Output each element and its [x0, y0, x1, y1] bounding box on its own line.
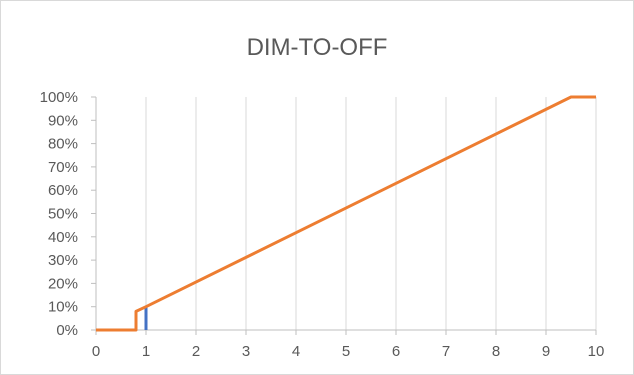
- y-tick-label: 0%: [56, 322, 78, 339]
- x-tick-label: 7: [442, 343, 450, 360]
- y-tick-label: 40%: [48, 229, 78, 246]
- series-line-2: [96, 95, 596, 332]
- y-tick-label: 30%: [48, 252, 78, 269]
- x-tick-label: 4: [292, 343, 300, 360]
- y-tick-label: 50%: [48, 206, 78, 223]
- y-tick-label: 20%: [48, 275, 78, 292]
- chart-title: DIM-TO-OFF: [246, 34, 388, 61]
- series-lines: [96, 95, 596, 332]
- grid-lines: [145, 97, 597, 330]
- y-tick-label: 60%: [48, 182, 78, 199]
- y-tick-label: 100%: [40, 89, 78, 106]
- x-tick-label: 9: [542, 343, 550, 360]
- y-tick-label: 90%: [48, 112, 78, 129]
- tick-labels: 0% 10% 20% 30% 40% 50% 60% 70% 80% 90% 100% 0 1 2 3 4 5 6…: [40, 89, 605, 360]
- x-tick-label: 10: [588, 343, 605, 360]
- x-tick-label: 0: [92, 343, 100, 360]
- y-tick-label: 70%: [48, 159, 78, 176]
- x-tick-label: 3: [242, 343, 250, 360]
- y-tick-label: 10%: [48, 299, 78, 316]
- y-tick-label: 80%: [48, 136, 78, 153]
- x-tick-label: 6: [392, 343, 400, 360]
- x-tick-label: 2: [192, 343, 200, 360]
- x-tick-label: 8: [492, 343, 500, 360]
- x-tick-label: 5: [342, 343, 350, 360]
- x-tick-label: 1: [142, 343, 150, 360]
- axes: [91, 96, 597, 335]
